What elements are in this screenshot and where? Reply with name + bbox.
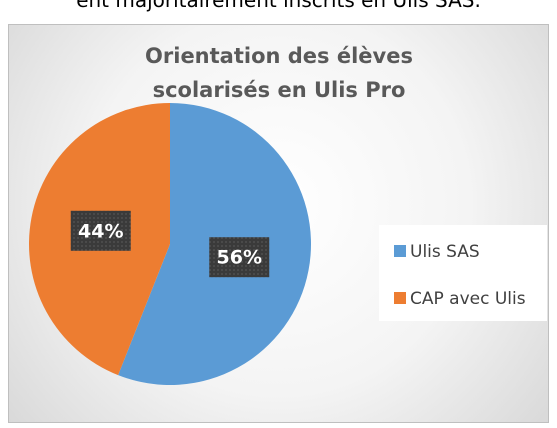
- chart: 56% 44% Ulis SAS CAP avec Ulis: [29, 102, 547, 385]
- data-label-box: [70, 210, 131, 251]
- chart-title: Orientation des élèves scolarisés en Uli…: [145, 44, 413, 102]
- caption-above: ent majoritairement inscrits en Ulis SAS…: [76, 0, 481, 12]
- legend-swatch: [394, 245, 406, 257]
- data-label: 44%: [78, 220, 123, 242]
- data-label-box: [209, 237, 270, 278]
- chart-area: 56% 44% Ulis SAS CAP avec Ulis Orientation …: [8, 24, 549, 423]
- legend-label: Ulis SAS: [410, 242, 480, 262]
- legend-label: CAP avec Ulis: [410, 289, 526, 309]
- legend-swatch: [394, 292, 406, 304]
- legend-box: [379, 225, 547, 321]
- data-label: 56%: [217, 247, 262, 269]
